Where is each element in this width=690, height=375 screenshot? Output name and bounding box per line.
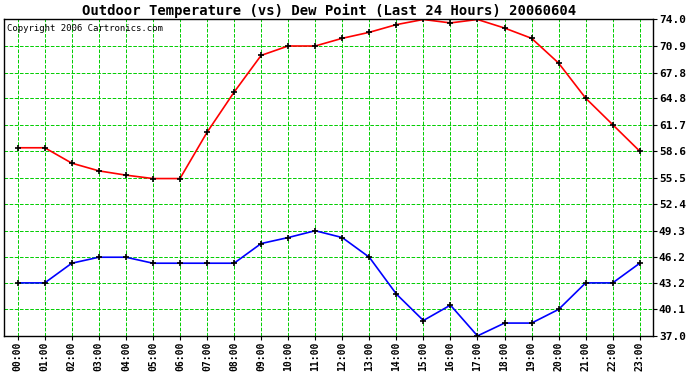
Title: Outdoor Temperature (vs) Dew Point (Last 24 Hours) 20060604: Outdoor Temperature (vs) Dew Point (Last… [81,4,575,18]
Text: Copyright 2006 Cartronics.com: Copyright 2006 Cartronics.com [8,24,164,33]
